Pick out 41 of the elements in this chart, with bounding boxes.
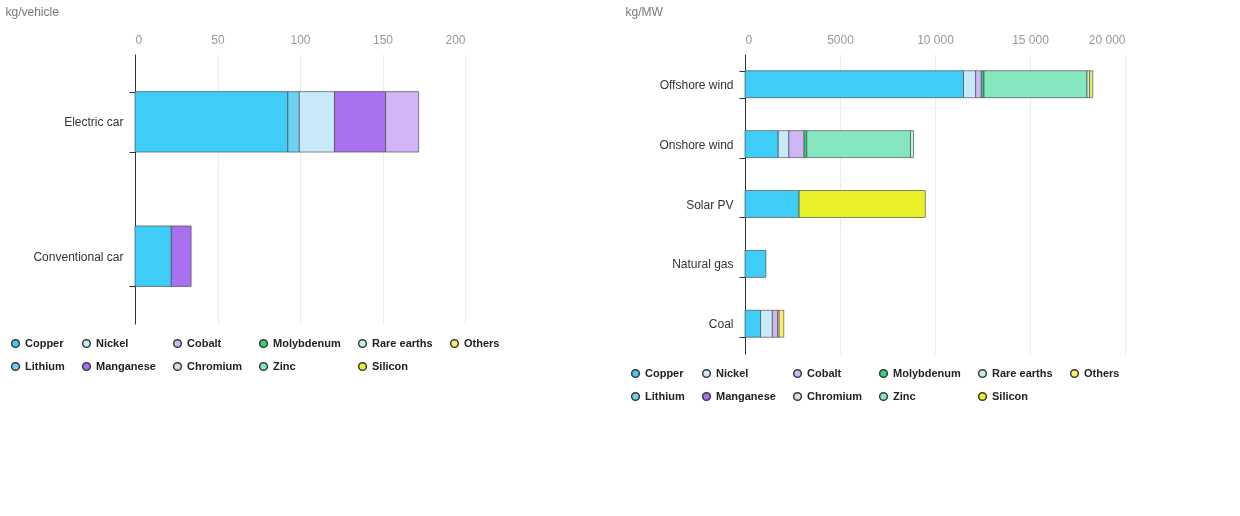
y-tick-label: Conventional car [33,249,124,264]
legend-label: Others [464,336,500,349]
legend-label: Copper [25,336,65,349]
legend-label: Cobalt [187,336,222,349]
legend-label: Rare earths [372,336,433,349]
legend-label: Nickel [96,336,129,349]
legend-label: Silicon [992,389,1029,402]
y-tick-label: Electric car [64,115,124,130]
legend-label: Zinc [893,389,916,402]
x-tick-label: 100 [290,32,311,47]
legend-label: Manganese [716,389,776,402]
x-tick-label: 20 000 [1088,32,1126,47]
y-tick-label: Onshore wind [659,137,734,152]
legend-label: Silicon [372,359,409,372]
legend-label: Rare earths [992,366,1053,379]
legend-label: Zinc [273,359,296,372]
legend-label: Chromium [807,389,863,402]
y-tick-label: Offshore wind [659,77,734,92]
legend-label: Molybdenum [893,366,962,379]
x-axis-title: kg/MW [625,4,664,19]
x-tick-label: 15 000 [1012,32,1050,47]
x-tick-label: 150 [372,32,394,47]
legend-label: Lithium [645,389,685,402]
legend-label: Others [1084,366,1120,379]
legend-label: Cobalt [807,366,842,379]
x-tick-label: 0 [135,32,143,47]
legend-label: Copper [645,366,685,379]
x-tick-label: 5000 [827,32,855,47]
x-tick-label: 10 000 [917,32,955,47]
legend-label: Chromium [187,359,243,372]
y-tick-label: Solar PV [686,197,734,212]
y-tick-label: Natural gas [672,257,734,272]
legend-label: Molybdenum [273,336,342,349]
x-tick-label: 0 [745,32,753,47]
x-tick-label: 50 [211,32,225,47]
legend-label: Manganese [96,359,156,372]
x-axis-title: kg/vehicle [5,4,60,19]
legend-label: Nickel [716,366,749,379]
x-tick-label: 200 [445,32,466,47]
y-tick-label: Coal [708,317,734,332]
legend-label: Lithium [25,359,65,372]
